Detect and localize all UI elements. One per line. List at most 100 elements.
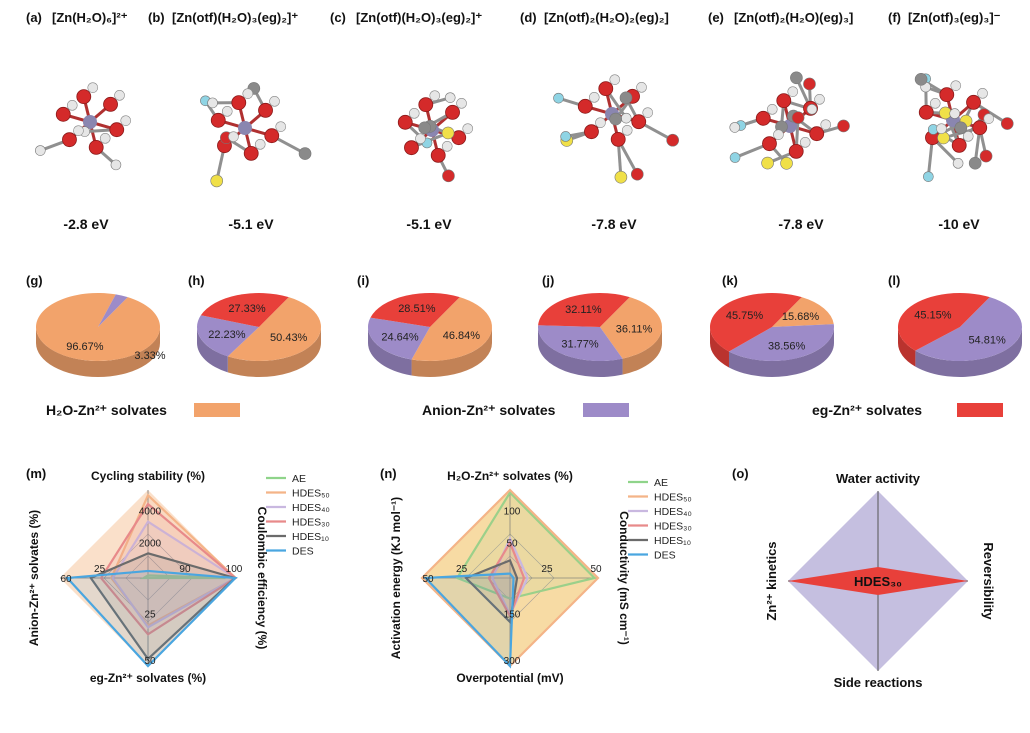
atom <box>780 157 793 170</box>
hydrogen-atom <box>66 100 78 111</box>
atom <box>790 71 803 85</box>
legend-label: AE <box>292 473 306 485</box>
oxygen-atom <box>951 137 967 153</box>
radar-tick-label: 50 <box>506 538 518 549</box>
oxygen-atom <box>809 126 825 142</box>
hydrogen-atom <box>787 86 799 97</box>
pie-label: 31.77% <box>561 339 599 351</box>
hydrogen-atom <box>228 131 239 142</box>
hydrogen-atom <box>73 125 84 136</box>
oxygen-atom <box>966 94 981 110</box>
pie-label: 46.84% <box>443 330 481 342</box>
legend-anion-label: Anion-Zn²⁺ solvates <box>422 402 556 418</box>
radar-axis-title: Water activity <box>836 471 921 486</box>
oxygen-atom <box>776 93 792 109</box>
pie-slice <box>368 317 430 360</box>
hydrogen-atom <box>936 123 947 134</box>
pie-slice <box>600 297 662 359</box>
atom <box>791 111 805 124</box>
panel-label-f: (f) <box>888 10 901 25</box>
radar-tick-label: 25 <box>456 564 468 575</box>
hydrogen-atom <box>221 106 233 117</box>
pie-slice <box>538 325 623 361</box>
pie-side <box>411 327 492 377</box>
oxygen-atom <box>418 97 434 113</box>
radar-tick-label: 100 <box>226 564 243 575</box>
oxygen-atom <box>445 104 460 120</box>
hydrogen-atom <box>820 119 832 130</box>
formula-c: [Zn(otf)(H₂O)₃(eg)₂]⁺ <box>356 10 483 25</box>
oxygen-atom <box>397 114 413 130</box>
radar-axis-title: Activation energy (KJ mol⁻¹) <box>389 497 403 659</box>
pie-label: 54.81% <box>968 334 1006 346</box>
legend-label: HDES₄₀ <box>292 502 330 514</box>
radar-tick-label: 50 <box>422 574 434 585</box>
pie-slice <box>370 292 460 327</box>
oxygen-atom <box>610 131 626 147</box>
legend-label: HDES₁₀ <box>654 535 691 547</box>
atom <box>560 131 571 142</box>
legend-label: HDES₃₀ <box>292 517 330 529</box>
hydrogen-atom <box>99 133 111 144</box>
radar-tick-label: 50 <box>144 656 156 667</box>
energy-c: -5.1 eV <box>406 216 452 232</box>
hydrogen-atom <box>766 104 778 115</box>
atom <box>837 119 850 133</box>
radar-series <box>139 574 226 580</box>
hydrogen-atom <box>275 121 287 132</box>
pie-label: 50.43% <box>270 332 308 344</box>
pie-slice <box>710 293 802 352</box>
panel-label-o: (o) <box>732 466 749 481</box>
hydrogen-atom <box>456 98 467 109</box>
pie-slice <box>772 297 834 327</box>
pie-label: 36.11% <box>616 323 653 335</box>
atom <box>949 108 960 119</box>
hydrogen-atom <box>415 133 426 144</box>
radar-axis-title: Reversibility <box>981 542 996 620</box>
legend-label: HDES₄₀ <box>654 506 692 518</box>
radar-axis-title: Coulombic efficiency (%) <box>255 507 269 650</box>
oxygen-atom <box>918 104 934 120</box>
atom <box>914 72 928 86</box>
hydrogen-atom <box>242 88 254 99</box>
hydrogen-atom <box>814 94 825 105</box>
hydrogen-atom <box>773 129 784 140</box>
atom <box>761 156 774 170</box>
oxygen-atom <box>55 106 71 122</box>
oxygen-atom <box>62 132 77 148</box>
pie-label: 96.67% <box>66 341 104 353</box>
atom <box>619 91 633 105</box>
oxygen-atom <box>755 110 771 126</box>
pie-chart-j: 36.11% 31.77% 32.11% <box>538 293 662 377</box>
radar-tick-label: 25 <box>541 564 553 575</box>
pie-chart-l: 54.81% 45.15% <box>897 292 1022 377</box>
molecule-2 <box>200 82 312 188</box>
atom <box>210 174 224 188</box>
molecule-5 <box>729 71 850 170</box>
legend-label: DES <box>654 550 676 562</box>
formula-d: [Zn(otf)₂(H₂O)₂(eg)₂] <box>544 10 669 25</box>
molecule-1 <box>35 82 132 171</box>
radar-chart-m: 4000 2000 90 100 25 50 25 60 Cycling stability (… <box>27 469 330 685</box>
hydrogen-atom <box>114 90 125 101</box>
formula-f: [Zn(otf)₃(eg)₃]⁻ <box>908 10 1001 25</box>
hydrogen-atom <box>621 125 633 136</box>
energy-f: -10 eV <box>938 216 980 232</box>
radar-axis-title: eg-Zn²⁺ solvates (%) <box>90 671 206 685</box>
molecule-6 <box>914 72 1014 182</box>
molecule-4 <box>553 74 679 184</box>
legend-label: HDES₃₀ <box>654 521 692 533</box>
pie-slice <box>196 315 259 357</box>
panel-label-l: (l) <box>888 273 901 288</box>
radar-axis-title: Overpotential (mV) <box>456 671 563 685</box>
atom <box>954 121 968 135</box>
atom <box>806 104 818 115</box>
atom <box>609 112 622 126</box>
radar-axis-title: H₂O-Zn²⁺ solvates (%) <box>447 469 573 483</box>
atom <box>553 92 564 104</box>
formula-a: [Zn(H₂O)₆]²⁺ <box>52 10 128 25</box>
atom <box>729 152 741 163</box>
molecule-structures <box>35 71 1014 188</box>
oxygen-atom <box>631 114 647 130</box>
energy-e: -7.8 eV <box>778 216 824 232</box>
